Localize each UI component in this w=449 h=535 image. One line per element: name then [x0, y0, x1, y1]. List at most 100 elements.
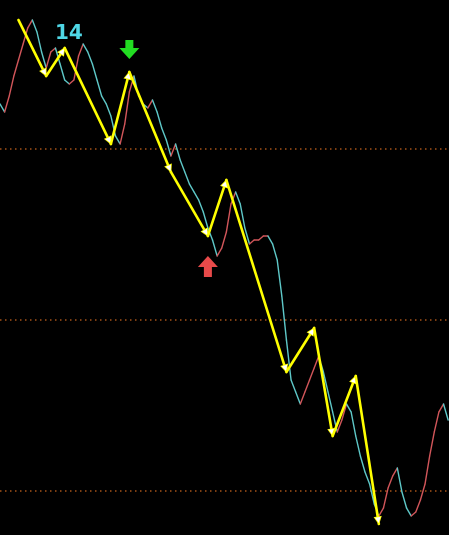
price-segment [304, 379, 311, 393]
price-segment [258, 235, 265, 241]
zigzag-segment [109, 70, 131, 146]
zigzag-pivot-arrowhead [39, 67, 47, 77]
price-segment [27, 19, 34, 29]
zigzag-pivot-arrowhead [280, 363, 289, 373]
zigzag-segment [312, 326, 334, 438]
price-segment [147, 99, 154, 109]
price-segment [438, 403, 445, 413]
zigzag-segment [354, 374, 381, 526]
zigzag-pivot-arrowhead [164, 163, 172, 173]
price-segment [415, 499, 422, 513]
price-segment [410, 511, 417, 517]
price-segment [433, 411, 440, 433]
price-segment [355, 435, 362, 457]
price-segment [322, 371, 329, 393]
price-segment [285, 339, 292, 381]
price-segment [184, 171, 191, 185]
price-segment [165, 139, 172, 157]
zigzag-segment [128, 70, 173, 174]
zigzag-segment [17, 18, 48, 78]
price-segment [392, 467, 399, 477]
price-segment [442, 403, 449, 421]
price-segment [244, 227, 251, 245]
price-segment [378, 507, 385, 517]
price-segment [294, 391, 301, 405]
price-segment [68, 79, 75, 85]
price-segment [211, 239, 218, 257]
price-segment [96, 79, 103, 97]
price-segment [36, 31, 43, 53]
zigzag-series [17, 18, 382, 526]
price-segment [271, 243, 278, 261]
price-segment [364, 471, 371, 485]
price-segment [428, 431, 435, 457]
price-segment [193, 191, 200, 201]
price-segment [276, 259, 283, 297]
price-segment [308, 367, 315, 381]
price-segment [156, 111, 163, 129]
price-segment [0, 103, 6, 113]
price-segment [225, 203, 232, 233]
price-segment [73, 55, 80, 81]
price-segment [327, 391, 334, 413]
price-segment [336, 419, 343, 433]
price-segment [91, 63, 98, 81]
price-segment [160, 127, 168, 141]
pivot-count-label: 14 [55, 20, 83, 44]
price-segment [216, 247, 223, 257]
price-segment [350, 411, 357, 437]
price-segment [281, 295, 288, 341]
price-segment [13, 59, 20, 77]
price-segment [63, 79, 71, 85]
price-segment [234, 191, 241, 205]
price-segment [221, 231, 228, 249]
price-segment [59, 63, 66, 81]
zigzag-segment [169, 170, 210, 238]
price-segment [248, 239, 255, 245]
price-segment [368, 483, 375, 505]
price-segment [290, 379, 297, 393]
price-segment [179, 159, 186, 173]
price-segment [124, 91, 131, 125]
price-segment [77, 43, 84, 57]
price-segment [359, 455, 366, 473]
price-segment [405, 507, 412, 517]
buy-signal-arrow [197, 256, 218, 277]
price-segment [188, 183, 195, 193]
zigzag-segment [225, 178, 288, 374]
price-segment [382, 487, 389, 509]
zigzag-segment [63, 46, 113, 146]
price-segment [8, 75, 15, 97]
price-segment [299, 391, 306, 405]
price-segment [119, 123, 126, 145]
price-segment [401, 491, 408, 509]
price-segment [105, 103, 112, 117]
price-segment [82, 43, 89, 53]
price-series [0, 19, 449, 517]
price-segment [267, 235, 274, 245]
price-segment [17, 43, 24, 61]
price-segment [174, 143, 181, 161]
zigzag-segment [206, 178, 228, 238]
price-segment [239, 203, 246, 229]
price-segment [170, 143, 177, 157]
price-segment [424, 455, 431, 485]
price-segment [197, 199, 204, 213]
price-segment [114, 135, 121, 145]
price-segment [419, 483, 426, 501]
price-segment [54, 47, 61, 65]
zigzag-pivot-arrowhead [200, 227, 209, 237]
zigzag-segment [331, 374, 358, 438]
price-segment [387, 475, 394, 489]
price-segment [50, 47, 57, 53]
sell-signal-arrow [119, 40, 140, 59]
price-segment [3, 95, 10, 113]
signal-arrows [119, 40, 218, 277]
price-segment [45, 51, 52, 69]
zigzag-segment [285, 326, 316, 374]
price-segment [341, 403, 348, 421]
price-segment [87, 51, 94, 65]
zigzag-pivot-arrowhead [57, 47, 66, 57]
